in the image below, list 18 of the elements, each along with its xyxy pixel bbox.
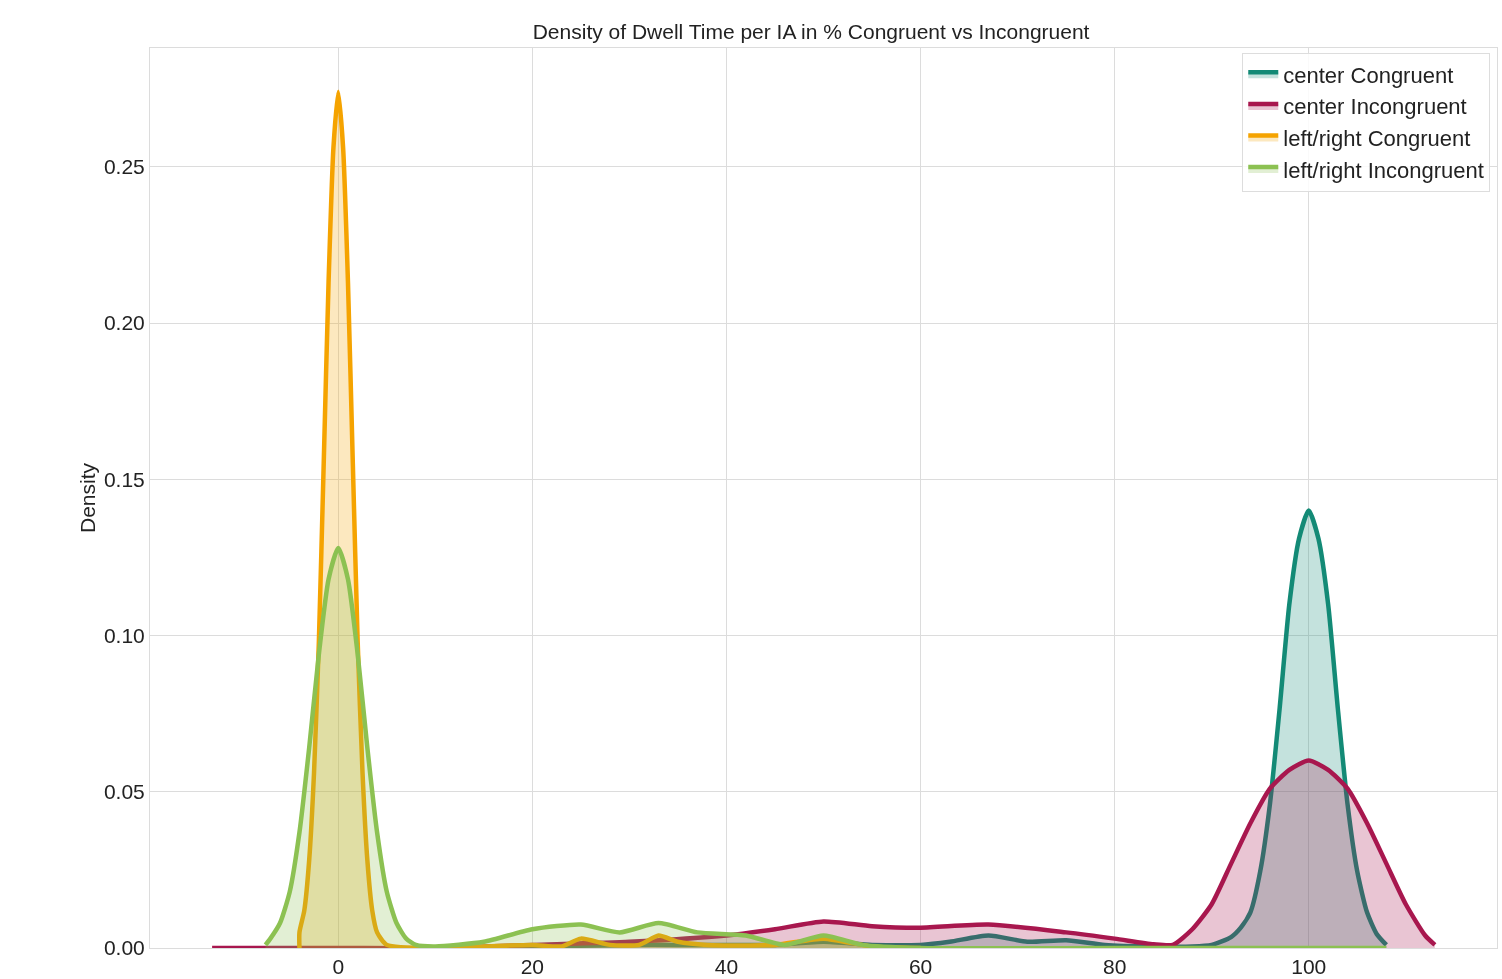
x-tick-label: 80 — [1102, 955, 1127, 979]
y-tick-label: 0.10 — [103, 623, 145, 647]
x-tick-label: 60 — [908, 955, 933, 979]
x-tick-label: 20 — [520, 955, 545, 979]
legend-label: center Incongruent — [1283, 94, 1467, 120]
x-tick-label: 100 — [1291, 955, 1327, 979]
y-tick-label: 0.15 — [103, 467, 145, 491]
y-tick-label: 0.00 — [103, 936, 145, 960]
y-tick-label: 0.25 — [103, 155, 145, 179]
legend-label: left/right Incongruent — [1283, 157, 1484, 183]
x-tick-label: 0 — [332, 955, 345, 979]
x-tick-label: 40 — [714, 955, 739, 979]
legend-label: center Congruent — [1283, 62, 1454, 88]
chart-title: Density of Dwell Time per IA in % Congruent vs Incongruent — [532, 20, 1090, 44]
y-tick-label: 0.20 — [103, 311, 145, 335]
legend-label: left/right Congruent — [1283, 126, 1471, 152]
y-axis-title: Density — [76, 462, 100, 534]
y-tick-label: 0.05 — [103, 780, 145, 804]
